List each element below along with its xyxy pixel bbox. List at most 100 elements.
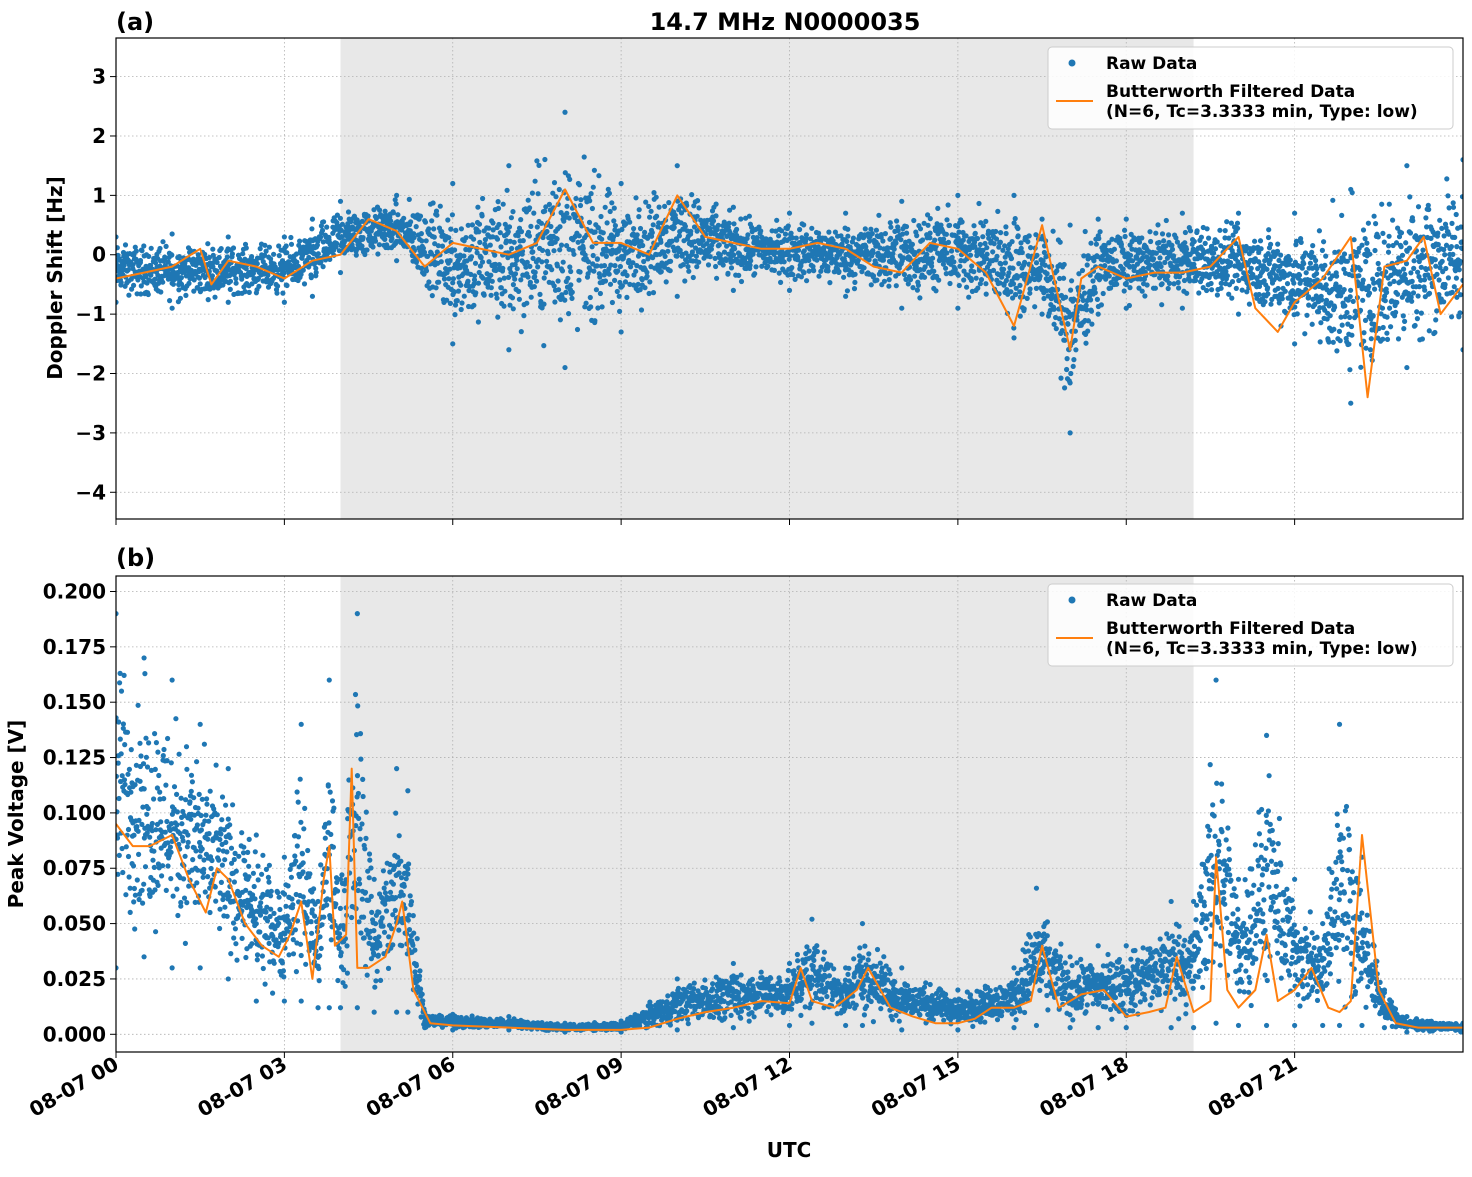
raw-data-point [1123, 305, 1129, 311]
raw-data-point [899, 198, 905, 204]
raw-data-point [1179, 305, 1185, 311]
raw-data-point [337, 1005, 344, 1011]
raw-data-point [506, 1013, 512, 1020]
raw-data-point [450, 1027, 456, 1033]
raw-data-point [1336, 1022, 1343, 1029]
raw-data-point [674, 163, 680, 169]
raw-data-point [1067, 1025, 1073, 1031]
raw-data-point [281, 854, 287, 860]
y-tick-label: 0.025 [43, 967, 106, 991]
filtered-data-line [116, 188, 1463, 399]
raw-data-point [371, 1009, 377, 1015]
raw-data-point [674, 1027, 680, 1033]
raw-data-point [1213, 1020, 1219, 1026]
raw-data-points [116, 154, 1463, 391]
raw-data-point [197, 721, 203, 727]
y-tick-label: 2 [92, 124, 106, 148]
raw-data-point [1011, 192, 1017, 198]
raw-data-point [859, 1022, 866, 1029]
legend-raw-label: Raw Data [1106, 54, 1197, 74]
raw-data-point [730, 204, 736, 210]
raw-data-point [1460, 1029, 1463, 1035]
raw-data-point [809, 1020, 815, 1026]
raw-data-point [394, 192, 400, 198]
raw-data-point [1039, 311, 1045, 317]
raw-data-point [225, 766, 231, 772]
legend-raw-label: Raw Data [1106, 591, 1197, 611]
raw-data-point [337, 198, 344, 204]
y-tick-label: 0.175 [43, 635, 106, 659]
raw-data-point [315, 1005, 321, 1011]
panel-a-label: (a) [116, 8, 154, 36]
raw-data-point [786, 960, 793, 967]
raw-data-point [281, 299, 287, 305]
y-tick-label: 0.050 [43, 912, 106, 936]
raw-data-point [1235, 876, 1242, 882]
raw-data-point [618, 1018, 624, 1024]
raw-data-point [618, 329, 624, 335]
raw-data-point [1381, 987, 1388, 993]
raw-data-point [955, 987, 961, 993]
raw-data-point [955, 1027, 961, 1033]
raw-data-point [859, 920, 866, 927]
raw-data-point [354, 1005, 360, 1011]
panel-b-label: (b) [116, 544, 155, 572]
raw-data-point [394, 766, 400, 772]
raw-data-point [1404, 364, 1410, 371]
figure-title: 14.7 MHz N0000035 [650, 8, 921, 36]
raw-data-point [116, 234, 119, 240]
raw-data-point [562, 109, 568, 115]
raw-data-point [1235, 311, 1242, 317]
y-tick-label: 1 [92, 183, 106, 207]
raw-data-point [843, 293, 849, 299]
raw-data-point [169, 231, 175, 237]
raw-data-point [562, 364, 568, 371]
x-tick-label: 08-07 09 [530, 1052, 628, 1122]
raw-data-point [1213, 677, 1219, 683]
raw-data-point [197, 965, 203, 971]
raw-data-point [1460, 1020, 1463, 1026]
x-tick-label: 08-07 03 [193, 1052, 291, 1122]
raw-data-point [1191, 898, 1197, 905]
raw-data-point [253, 998, 259, 1004]
raw-data-point [309, 293, 316, 299]
raw-data-point [843, 1022, 849, 1029]
raw-data-point [1460, 347, 1463, 353]
raw-data-point [1404, 163, 1410, 169]
panel-b-legend: Raw Data Butterworth Filtered Data (N=6,… [1047, 583, 1454, 667]
raw-data-point [450, 1011, 456, 1017]
raw-data-point [1348, 186, 1354, 193]
raw-data-point [1460, 157, 1463, 163]
raw-data-point [1263, 1022, 1270, 1029]
raw-data-point [309, 216, 316, 222]
raw-data-point [674, 293, 680, 299]
x-tick-label: 08-07 00 [25, 1052, 123, 1122]
raw-data-point [116, 965, 119, 971]
x-tick-label: 08-07 15 [867, 1052, 965, 1122]
raw-data-point [618, 180, 624, 187]
raw-data-point [422, 1025, 428, 1031]
raw-data-point [1095, 311, 1101, 317]
legend-box [1047, 583, 1454, 667]
y-tick-label: −3 [75, 421, 106, 445]
x-tick-label: 08-07 06 [362, 1052, 460, 1122]
raw-data-point [730, 1025, 736, 1031]
panel-a-doppler: 3 2 1 0 −1 −2 −3 −4 (a) 14.7 MHz N0000035 Doppl… [43, 8, 1464, 525]
raw-data-point [786, 287, 793, 293]
x-tick-label: 08-07 12 [698, 1052, 796, 1122]
raw-data-point [955, 305, 961, 311]
raw-data-point [141, 954, 147, 960]
panel-a-ylabel: Doppler Shift [Hz] [43, 176, 67, 380]
raw-data-point [1011, 335, 1017, 341]
raw-data-point [394, 258, 400, 264]
raw-data-point [1011, 1025, 1017, 1031]
y-tick-label: −4 [75, 480, 106, 504]
raw-data-point [169, 965, 175, 971]
legend-box [1047, 46, 1454, 130]
raw-data-point [899, 305, 905, 311]
raw-data-point [298, 998, 304, 1004]
y-tick-label: 0 [92, 243, 106, 267]
raw-data-point [1067, 430, 1073, 436]
raw-data-point [326, 1005, 332, 1011]
raw-data-point [1292, 876, 1298, 882]
